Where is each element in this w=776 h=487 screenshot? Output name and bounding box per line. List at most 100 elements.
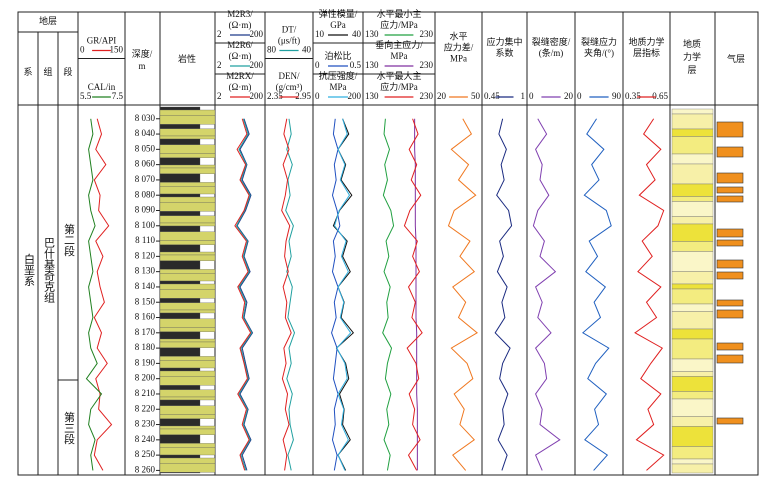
lithology-band (159, 157, 201, 166)
lithology-band (159, 215, 216, 224)
lithology-band (159, 312, 201, 319)
lithology-band (159, 115, 216, 125)
gas-layer (716, 228, 744, 238)
scale-max: 0.5 (350, 60, 362, 70)
depth-label: 8 040 (135, 128, 156, 138)
scale-min: 2.35 (267, 91, 283, 101)
depth-label: 8 240 (135, 434, 156, 444)
lithology-band (159, 347, 201, 357)
scale-min: 0 (315, 91, 320, 101)
lithology-band (159, 298, 201, 303)
gas-layer (716, 271, 744, 280)
geomech-layer (671, 201, 714, 217)
log-curve (447, 118, 479, 471)
lithology-band (159, 186, 216, 195)
curve-label: 水平最大主 (376, 70, 421, 81)
log-curve (382, 118, 395, 471)
lithology-band (159, 428, 216, 435)
curve-label: GPa (330, 20, 346, 30)
log-curve (331, 118, 341, 471)
lithology-band (159, 260, 201, 270)
lithology-band (159, 254, 216, 261)
curve-label: 裂缝应力 (581, 36, 617, 47)
curve-label: M2R3/ (227, 9, 253, 19)
depth-label: 8 050 (135, 143, 156, 153)
lithology-band (159, 463, 216, 473)
gas-header: 气层 (727, 53, 745, 64)
lithology-band (159, 225, 201, 232)
geomech-layer (671, 251, 714, 272)
lithology-band (159, 153, 216, 158)
geomech-layer (671, 376, 714, 392)
lithology-band (159, 273, 216, 282)
gas-layer (716, 121, 744, 138)
geomech-layer (671, 241, 714, 252)
lithology-band (159, 173, 201, 183)
scale-max: 200 (348, 91, 362, 101)
lithology-band (159, 341, 216, 348)
geomech-layer (671, 108, 714, 115)
depth-label: 8 220 (135, 403, 156, 413)
geomech-layer (671, 303, 714, 312)
curve-label: 应力差/ (444, 42, 474, 53)
scale-max: 20 (564, 91, 574, 101)
log-curve (235, 118, 253, 471)
scale-min: 0.45 (484, 91, 500, 101)
depth-label: 8 150 (135, 296, 156, 306)
lithology-band (159, 244, 201, 253)
scale-min: 80 (267, 45, 277, 55)
lithology-band (159, 302, 216, 311)
curve-label: 层指标 (633, 47, 660, 58)
strata-header: 地层 (39, 15, 57, 26)
lithology-band (159, 144, 216, 154)
strata-col: 段 (63, 66, 72, 77)
scale-max: 230 (420, 91, 434, 101)
log-curve (532, 118, 561, 471)
curve-label: M2RX/ (226, 71, 254, 81)
lithology-band (159, 128, 216, 137)
curve-label: 系数 (495, 47, 513, 58)
depth-label: 8 060 (135, 159, 156, 169)
member: 第二段 (62, 222, 75, 257)
lithology-band (159, 240, 216, 245)
log-curve (333, 118, 352, 471)
lithology-band (159, 338, 216, 343)
lithology-band (159, 418, 201, 427)
gas-layer (716, 309, 744, 319)
geomech-layer (671, 446, 714, 460)
scale-max: 150 (110, 45, 124, 55)
lithology-band (159, 193, 201, 198)
lithology-header: 岩性 (178, 53, 196, 64)
geomech-layer (671, 398, 714, 417)
geomech-layer (671, 391, 714, 400)
curve-label: DEN/ (279, 71, 300, 81)
lithology-band (159, 167, 216, 174)
geomech-layer (671, 128, 714, 137)
lithology-band (159, 447, 216, 456)
scale-min: 130 (365, 29, 379, 39)
geomech-layer (671, 113, 714, 130)
curve-label: (Ω·m) (229, 51, 252, 61)
lithology-band (159, 182, 216, 187)
gas-layer (716, 195, 744, 203)
gas-layer (716, 417, 744, 425)
lithology-band (159, 356, 216, 361)
curve-label: 垂向主应力/ (375, 39, 423, 50)
scale-min: 0 (577, 91, 582, 101)
geomech-layer (671, 288, 714, 305)
curve-label: 应力集中 (486, 36, 522, 47)
depth-label: 8 070 (135, 174, 156, 184)
depth-label: 8 180 (135, 342, 156, 352)
scale-max: 200 (250, 60, 264, 70)
scale-min: 0.35 (625, 91, 641, 101)
scale-min: 2 (217, 91, 222, 101)
lithology-band (159, 405, 216, 415)
curve-label: (μs/ft) (278, 36, 300, 46)
depth-header: m (138, 61, 145, 71)
curve-label: 水平最小主 (376, 8, 421, 19)
lithology-band (159, 389, 216, 398)
frame (17, 11, 759, 476)
curve-label: (Ω·m) (229, 20, 252, 30)
lithology-band (159, 318, 216, 328)
curve-label: 抗压强度/ (319, 70, 358, 81)
